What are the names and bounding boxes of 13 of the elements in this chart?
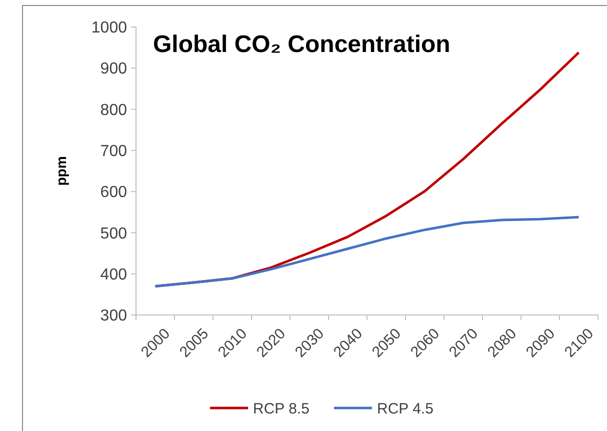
y-tick-label: 900 — [100, 60, 128, 78]
y-tick-label: 800 — [100, 102, 128, 119]
chart-title: Global CO₂ Concentration — [153, 31, 450, 58]
y-tick-label: 1000 — [91, 20, 128, 37]
y-tick-label: 300 — [100, 308, 128, 325]
y-tick-label: 500 — [100, 225, 128, 242]
legend-label: RCP 8.5 — [253, 400, 310, 418]
y-tick-label: 400 — [100, 266, 128, 284]
y-tick-label: 700 — [100, 143, 128, 160]
y-tick-label: 600 — [100, 184, 128, 202]
y-axis-title: ppm — [53, 156, 69, 186]
line-series — [154, 216, 580, 288]
legend-label: RCP 4.5 — [377, 400, 434, 418]
